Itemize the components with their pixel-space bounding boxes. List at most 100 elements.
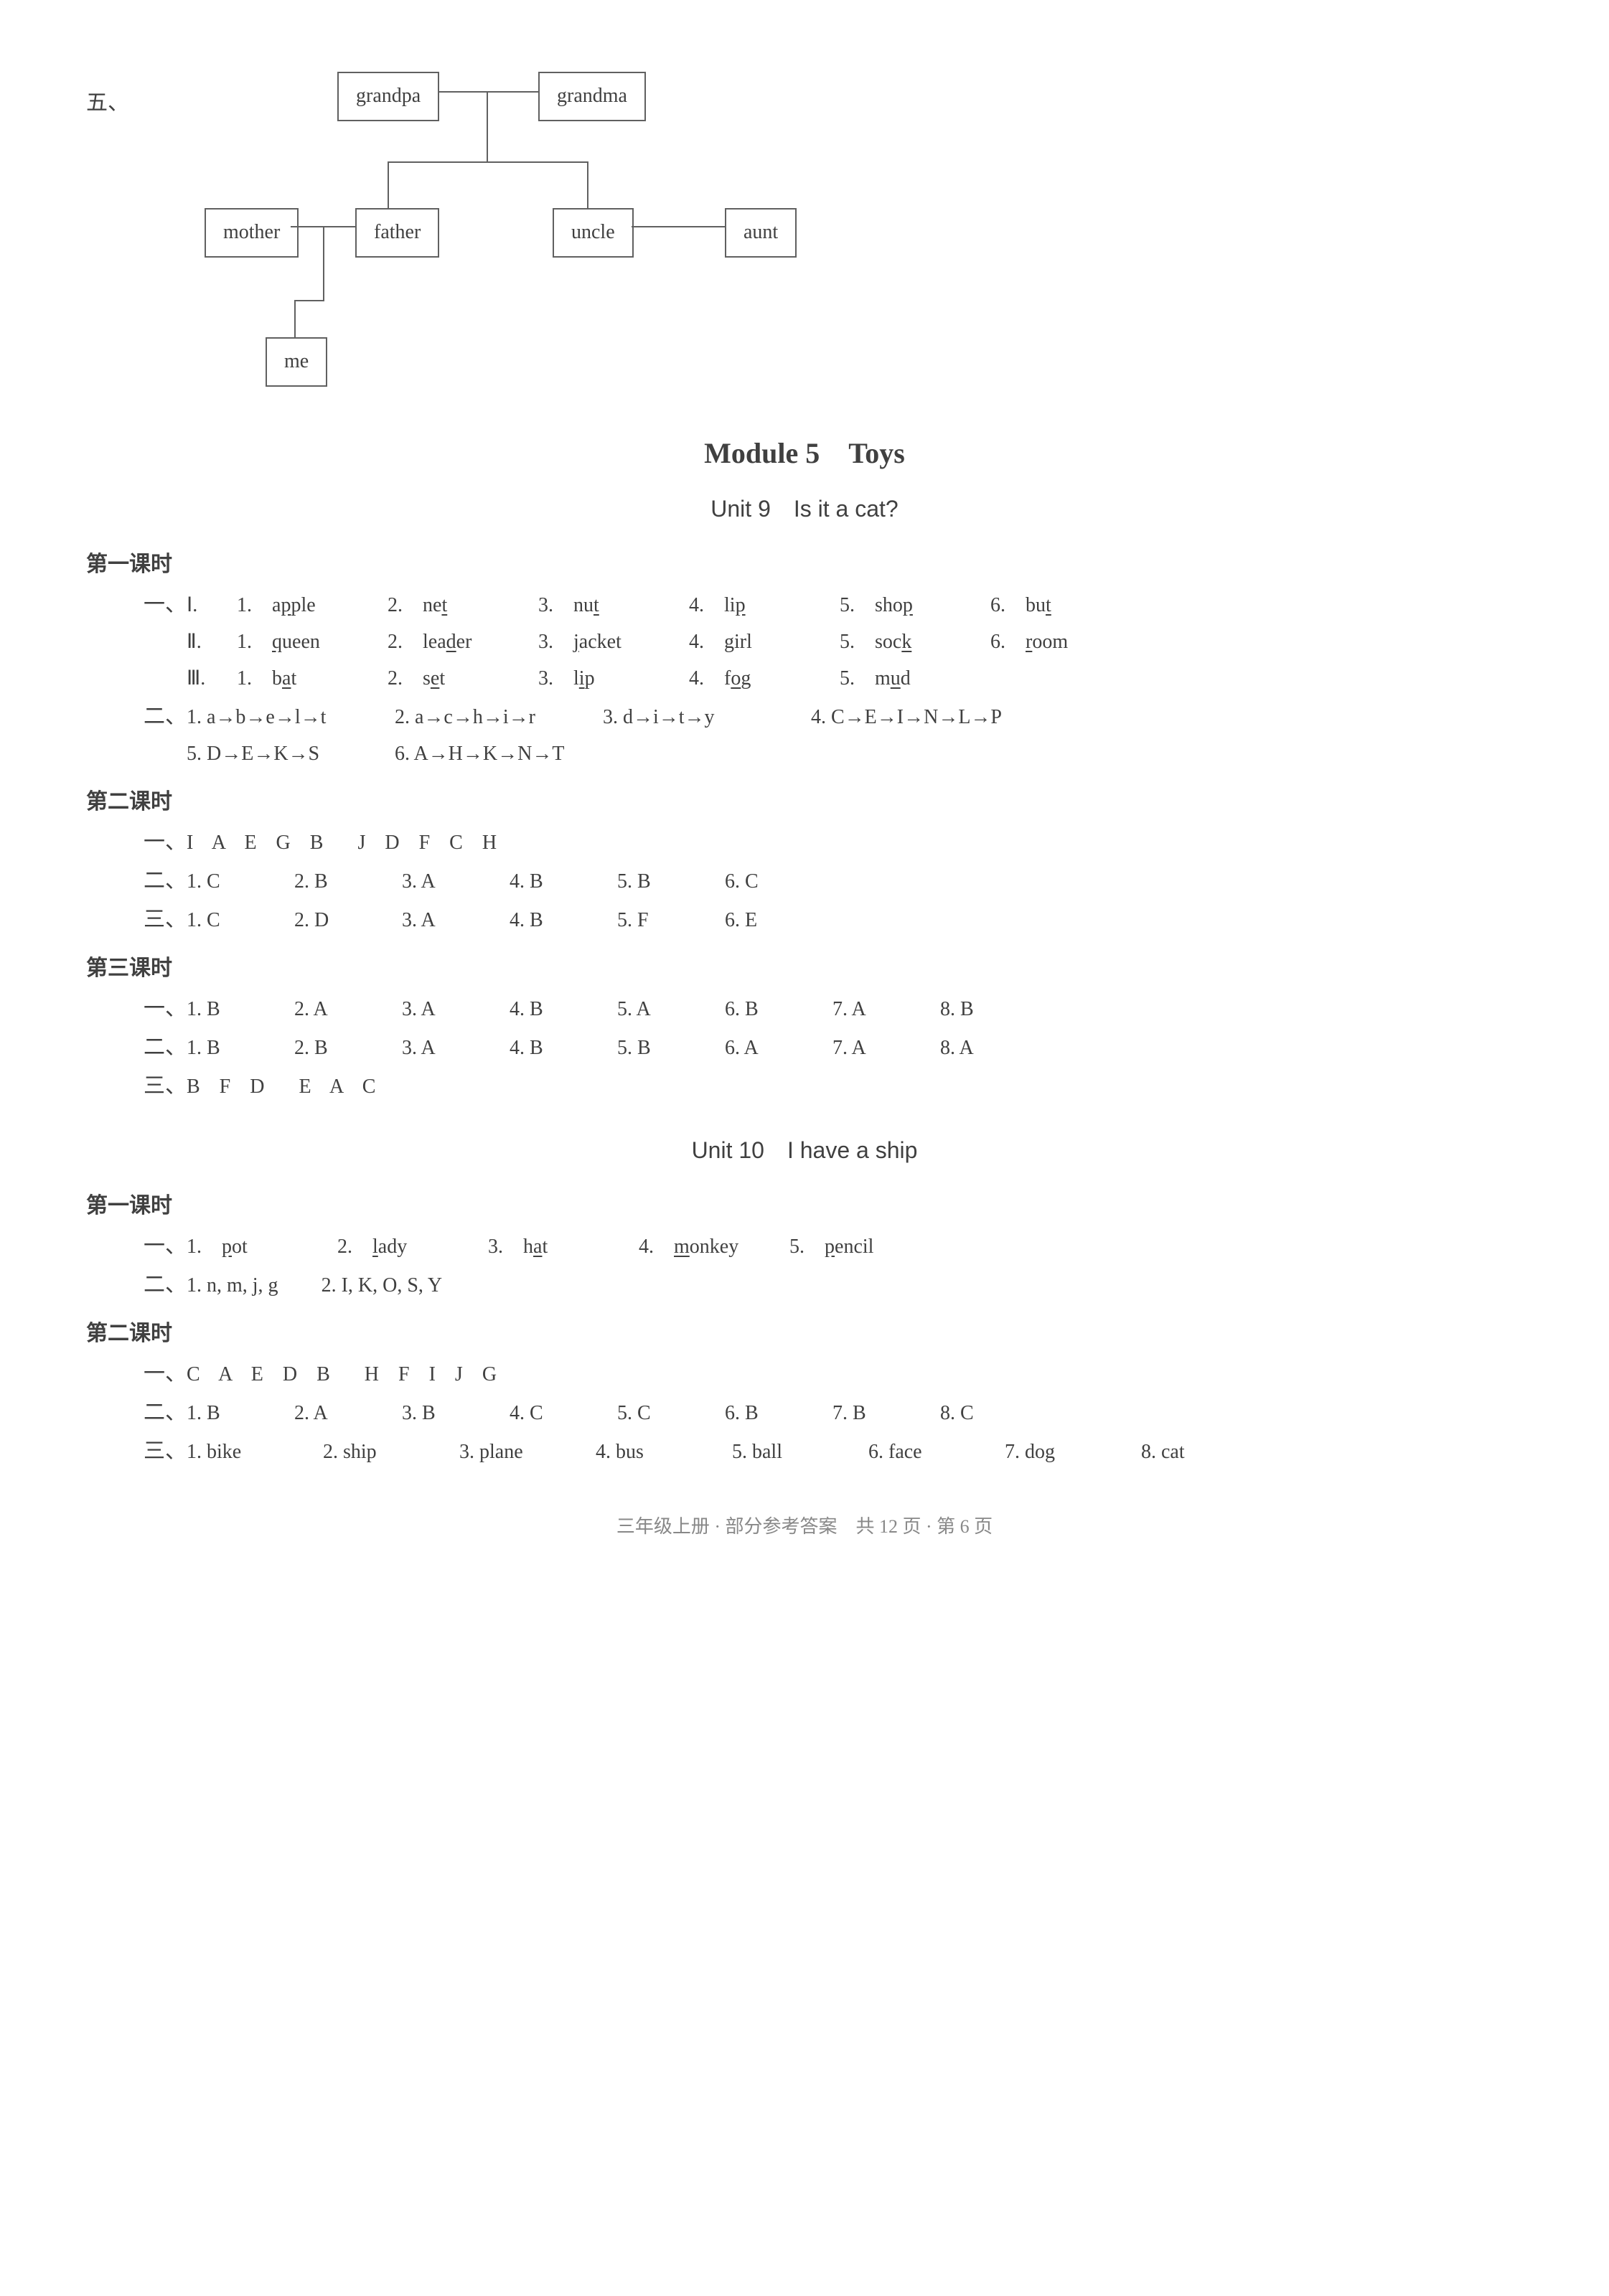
- roman-label: Ⅰ.: [187, 590, 237, 622]
- word-item: 1. pot: [187, 1231, 337, 1264]
- answer-item: 6. E: [725, 905, 832, 937]
- node-aunt: aunt: [725, 208, 797, 258]
- word-item: 1. bat: [237, 663, 388, 695]
- word-item: 5. mud: [840, 663, 990, 695]
- u10-l2-p1-label: 一、: [144, 1357, 187, 1391]
- u9-l1-part2-row1: 二、 1. a→b→e→l→t2. a→c→h→i→r3. d→i→t→y4. …: [86, 700, 1523, 734]
- u10-l1-header: 第一课时: [86, 1189, 1523, 1223]
- u9-l2-p3-label: 三、: [144, 903, 187, 937]
- node-uncle: uncle: [553, 208, 634, 258]
- word-item: 2. set: [388, 663, 538, 695]
- unit9-title: Unit 9 Is it a cat?: [86, 491, 1523, 527]
- page-footer: 三年级上册 · 部分参考答案 共 12 页 · 第 6 页: [86, 1512, 1523, 1542]
- answer-item: 2. B: [294, 866, 402, 898]
- answer-item: 5. B: [617, 1032, 725, 1065]
- word-item: 5. shop: [840, 590, 990, 622]
- u9-l3-part2: 二、 1. B2. B3. A4. B5. B6. A7. A8. A: [86, 1030, 1523, 1065]
- u9-l2-p1-text: I A E G B J D F C H: [187, 827, 504, 860]
- arrow-seq-item: 2. a→c→h→i→r: [395, 702, 603, 734]
- answer-item: 2. A: [294, 1398, 402, 1430]
- answer-item: 6. B: [725, 1398, 832, 1430]
- word-item: 1. apple: [237, 590, 388, 622]
- part1-label: 一、: [144, 588, 187, 622]
- u9-l3-p3-text: B F D E A C: [187, 1071, 383, 1104]
- u9-l3-part3: 三、 B F D E A C: [86, 1069, 1523, 1104]
- answer-item: 8. cat: [1141, 1436, 1277, 1469]
- u9-l1-part2-row2: 5. D→E→K→S6. A→H→K→N→T: [86, 738, 1523, 771]
- u10-l2-header: 第二课时: [86, 1317, 1523, 1351]
- u10-l1-part2: 二、 1. n, m, j, g2. I, K, O, S, Y: [86, 1268, 1523, 1302]
- answer-item: 5. F: [617, 905, 725, 937]
- u10-l2-part3: 三、 1. bike2. ship3. plane4. bus5. ball6.…: [86, 1434, 1523, 1469]
- u9-l3-p2-label: 二、: [144, 1030, 187, 1065]
- arrow-seq-item: 3. d→i→t→y: [603, 702, 811, 734]
- answer-item: 6. B: [725, 994, 832, 1026]
- u9-l2-part3: 三、 1. C2. D3. A4. B5. F6. E: [86, 903, 1523, 937]
- node-grandma: grandma: [538, 72, 646, 121]
- answer-item: 3. A: [402, 994, 510, 1026]
- word-item: 6. room: [990, 626, 1141, 659]
- word-item: 6. but: [990, 590, 1141, 622]
- tree-line: [294, 300, 296, 337]
- u9-l1-part1: 一、Ⅰ.1. apple2. net3. nut4. lip5. shop6. …: [86, 588, 1523, 695]
- answer-item: 1. B: [187, 994, 294, 1026]
- section-5: 五、 grandpa grandma mother father uncle a…: [86, 72, 1523, 395]
- answer-item: 1. C: [187, 866, 294, 898]
- word-item: 4. girl: [689, 626, 840, 659]
- arrow-seq-item: 5. D→E→K→S: [187, 738, 395, 771]
- u10-l2-part1: 一、 C A E D B H F I J G: [86, 1357, 1523, 1391]
- u9-l2-part2: 二、 1. C2. B3. A4. B5. B6. C: [86, 864, 1523, 898]
- answer-item: 3. plane: [459, 1436, 596, 1469]
- tree-line: [587, 161, 588, 208]
- answer-item: 3. A: [402, 905, 510, 937]
- answer-item: 7. dog: [1005, 1436, 1141, 1469]
- answer-item: 4. C: [510, 1398, 617, 1430]
- u9-l2-part1: 一、 I A E G B J D F C H: [86, 825, 1523, 860]
- u9-l3-p3-label: 三、: [144, 1069, 187, 1104]
- arrow-seq-item: 4. C→E→I→N→L→P: [811, 702, 1019, 734]
- answer-item: 2. D: [294, 905, 402, 937]
- section-5-label: 五、: [86, 72, 129, 121]
- u9-l1-header: 第一课时: [86, 547, 1523, 582]
- answer-item: 1. B: [187, 1398, 294, 1430]
- word-item: 5. sock: [840, 626, 990, 659]
- u10-l1-p2-label: 二、: [144, 1268, 187, 1302]
- u9-l2-header: 第二课时: [86, 785, 1523, 819]
- u10-l2-p1-text: C A E D B H F I J G: [187, 1359, 504, 1391]
- tree-line: [294, 300, 324, 301]
- word-item: 3. nut: [538, 590, 689, 622]
- u9-l1-p1-row: Ⅲ.1. bat2. set3. lip4. fog5. mud: [86, 663, 1523, 695]
- answer-item: 8. C: [940, 1398, 1048, 1430]
- answer-item: 5. ball: [732, 1436, 868, 1469]
- word-item: 1. queen: [237, 626, 388, 659]
- u10-l1-p1-label: 一、: [144, 1229, 187, 1264]
- u9-l3-header: 第三课时: [86, 951, 1523, 986]
- answer-item: 8. A: [940, 1032, 1048, 1065]
- answer-item: 5. B: [617, 866, 725, 898]
- node-grandpa: grandpa: [337, 72, 439, 121]
- answer-item: 1. B: [187, 1032, 294, 1065]
- u10-l1-part1: 一、 1. pot2. lady3. hat4. monkey5. pencil: [86, 1229, 1523, 1264]
- answer-item: 4. bus: [596, 1436, 732, 1469]
- u9-l2-p1-label: 一、: [144, 825, 187, 860]
- answer-item: 5. C: [617, 1398, 725, 1430]
- word-item: 4. fog: [689, 663, 840, 695]
- word-item: 2. net: [388, 590, 538, 622]
- u9-l3-p1-label: 一、: [144, 992, 187, 1026]
- tree-line: [438, 91, 538, 93]
- answer-item: 7. B: [832, 1398, 940, 1430]
- answer-item: 4. B: [510, 866, 617, 898]
- word-item: 3. lip: [538, 663, 689, 695]
- tree-line: [323, 226, 324, 301]
- answer-item: 4. B: [510, 905, 617, 937]
- tree-line: [388, 161, 588, 163]
- module-title: Module 5 Toys: [86, 430, 1523, 476]
- answer-item: 3. A: [402, 1032, 510, 1065]
- answer-item: 3. B: [402, 1398, 510, 1430]
- answer-item: 2. A: [294, 994, 402, 1026]
- answer-item: 7. A: [832, 994, 940, 1026]
- answer-item: 2. ship: [323, 1436, 459, 1469]
- word-item: 4. lip: [689, 590, 840, 622]
- arrow-seq-item: 6. A→H→K→N→T: [395, 738, 603, 771]
- answer-item: 6. A: [725, 1032, 832, 1065]
